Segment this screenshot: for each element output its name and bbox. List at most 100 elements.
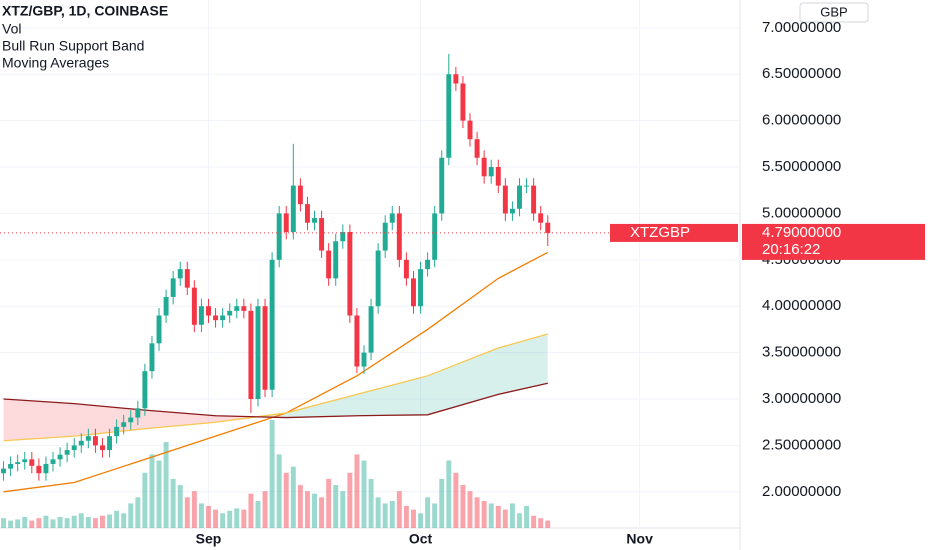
- candle-body: [276, 213, 282, 260]
- candle-body: [446, 74, 452, 158]
- volume-bar: [509, 503, 515, 528]
- candle-body: [432, 213, 438, 260]
- candle-body: [488, 167, 494, 177]
- candle-body: [410, 278, 416, 307]
- plot-area: [0, 0, 740, 528]
- y-tick-label: 2.00000000: [762, 483, 841, 500]
- volume-bar: [403, 505, 409, 528]
- x-tick-label: Nov: [626, 531, 653, 547]
- volume-bar: [276, 454, 282, 528]
- candle-body: [107, 436, 113, 451]
- volume-bar: [319, 497, 325, 528]
- volume-bar: [92, 518, 98, 528]
- volume-bar: [100, 515, 105, 528]
- price-tag: [742, 223, 925, 260]
- candle-body: [57, 454, 63, 460]
- candle-body: [354, 315, 360, 367]
- volume-bar: [184, 497, 190, 528]
- volume-bar: [15, 519, 21, 528]
- y-tick-label: 2.50000000: [762, 436, 841, 453]
- band-fill: [3, 399, 75, 441]
- volume-bar: [191, 491, 197, 528]
- volume-bar: [43, 515, 49, 528]
- volume-bar: [198, 503, 204, 528]
- candle-body: [262, 306, 268, 390]
- volume-bar: [453, 472, 459, 528]
- candle-body: [460, 83, 466, 121]
- candle-body: [142, 371, 148, 409]
- volume-bar: [121, 513, 127, 528]
- candle-body: [495, 167, 501, 186]
- candle-body: [213, 315, 219, 321]
- candle-body: [149, 343, 155, 372]
- volume-bar: [439, 478, 445, 528]
- candle-body: [382, 222, 388, 251]
- volume-bar: [517, 513, 522, 528]
- candle-body: [241, 306, 247, 311]
- volume-bar: [213, 509, 219, 528]
- volume-bar: [290, 466, 296, 528]
- volume-bar: [220, 513, 226, 528]
- volume-bar: [1, 518, 7, 528]
- symbol-label: XTZGBP: [630, 224, 690, 241]
- volume-bar: [234, 508, 240, 528]
- volume-bar: [333, 485, 339, 528]
- indicator-label: Vol: [2, 21, 21, 37]
- candle-body: [92, 436, 98, 446]
- candle-body: [114, 426, 120, 437]
- volume-bar: [114, 510, 120, 528]
- volume-bar: [149, 454, 155, 528]
- volume-bar: [22, 516, 28, 528]
- candle-body: [481, 157, 487, 177]
- candle-body: [361, 352, 367, 367]
- candle-body: [1, 468, 7, 474]
- volume-bar: [156, 460, 162, 528]
- candle-body: [50, 459, 56, 464]
- x-tick-label: Oct: [409, 531, 433, 547]
- volume-bar: [474, 497, 480, 528]
- candle-body: [509, 208, 515, 214]
- candle-body: [71, 445, 77, 451]
- currency-label[interactable]: GBP: [820, 4, 847, 19]
- candle-body: [269, 259, 275, 390]
- volume-bar: [248, 493, 254, 528]
- volume-bar: [481, 501, 487, 528]
- x-tick-label: Sep: [196, 531, 222, 547]
- candle-body: [85, 436, 91, 441]
- volume-bar: [206, 505, 211, 528]
- candle-body: [198, 306, 204, 325]
- candle-body: [156, 315, 162, 344]
- candle-body: [389, 213, 395, 223]
- volume-bar: [340, 491, 346, 528]
- volume-bar: [107, 514, 113, 528]
- candle-body: [517, 185, 522, 209]
- volume-bar: [227, 510, 233, 528]
- candle-body: [206, 306, 211, 316]
- moving-average: [3, 333, 548, 442]
- volume-bar: [389, 501, 395, 528]
- volume-bar: [410, 509, 416, 528]
- currency-button[interactable]: [799, 2, 869, 23]
- moving-average: [3, 382, 548, 419]
- candle-body: [8, 463, 14, 469]
- volume-bar: [354, 454, 360, 528]
- candle-body: [255, 306, 261, 400]
- volume-bar: [495, 505, 501, 528]
- indicator-label: Moving Averages: [2, 55, 109, 71]
- volume-bar: [375, 497, 381, 528]
- candle-body: [191, 287, 197, 325]
- candle-body: [100, 445, 105, 451]
- volume-bar: [418, 513, 424, 528]
- volume-bar: [50, 519, 56, 528]
- candle-body: [163, 296, 169, 316]
- volume-bar: [128, 503, 134, 528]
- candle-body: [248, 310, 254, 400]
- volume-bar: [446, 460, 452, 528]
- volume-bar: [64, 518, 70, 528]
- y-tick-label: 3.00000000: [762, 390, 841, 407]
- candle-body: [234, 306, 240, 311]
- countdown-label: 20:16:22: [762, 241, 820, 258]
- volume-bar: [8, 520, 14, 528]
